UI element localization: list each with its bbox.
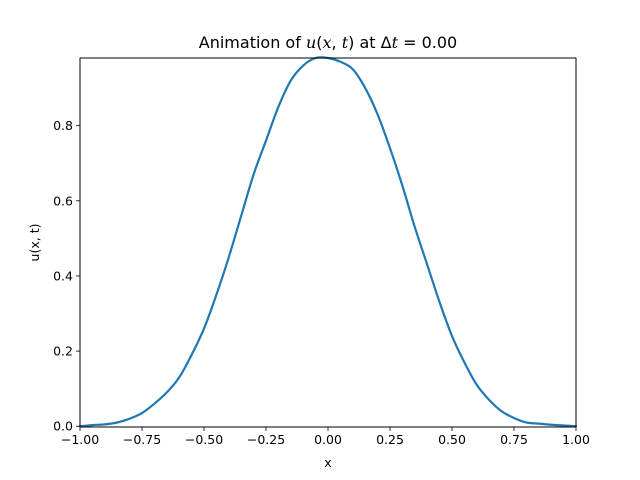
title-paren-open: ( (316, 33, 322, 52)
x-tick-label: 0.00 (314, 432, 342, 447)
x-tick-label: 0.75 (500, 432, 528, 447)
x-tick-label: −0.50 (185, 432, 223, 447)
x-tick-label: 0.50 (438, 432, 466, 447)
title-paren-close: ) (348, 33, 354, 52)
title-mid: at Δ (354, 33, 391, 52)
x-axis-ticks: −1.00 −0.75 −0.50 −0.25 0.00 0.25 0.50 0.75 1.00 (61, 427, 590, 447)
y-axis-label: u(x, t) (27, 224, 42, 262)
title-var-t2: t (392, 33, 399, 52)
x-tick-label: −0.25 (247, 432, 285, 447)
series-line-0 (78, 56, 578, 428)
title-prefix: Animation of (199, 33, 306, 52)
x-tick-label: −0.75 (123, 432, 161, 447)
x-tick-label: 1.00 (562, 432, 590, 447)
title-comma: , (332, 33, 342, 52)
title-suffix: = 0.00 (398, 33, 457, 52)
y-axis-ticks: 0.0 0.2 0.4 0.6 0.8 (53, 118, 80, 434)
title-var-x: x (323, 33, 332, 52)
x-tick-label: −1.00 (61, 432, 99, 447)
title-var-t: t (342, 33, 349, 52)
y-tick-label: 0.4 (53, 268, 73, 283)
plot-area (78, 56, 578, 428)
x-axis-label: x (324, 455, 331, 470)
y-tick-label: 0.8 (53, 118, 73, 133)
title-var-u: u (306, 33, 316, 52)
y-tick-label: 0.0 (53, 419, 73, 434)
chart-title: Animation of u(x, t) at Δt = 0.00 (199, 33, 457, 52)
y-tick-label: 0.6 (53, 193, 73, 208)
y-tick-label: 0.2 (53, 344, 73, 359)
axes-frame (79, 57, 577, 428)
x-tick-label: 0.25 (376, 432, 404, 447)
